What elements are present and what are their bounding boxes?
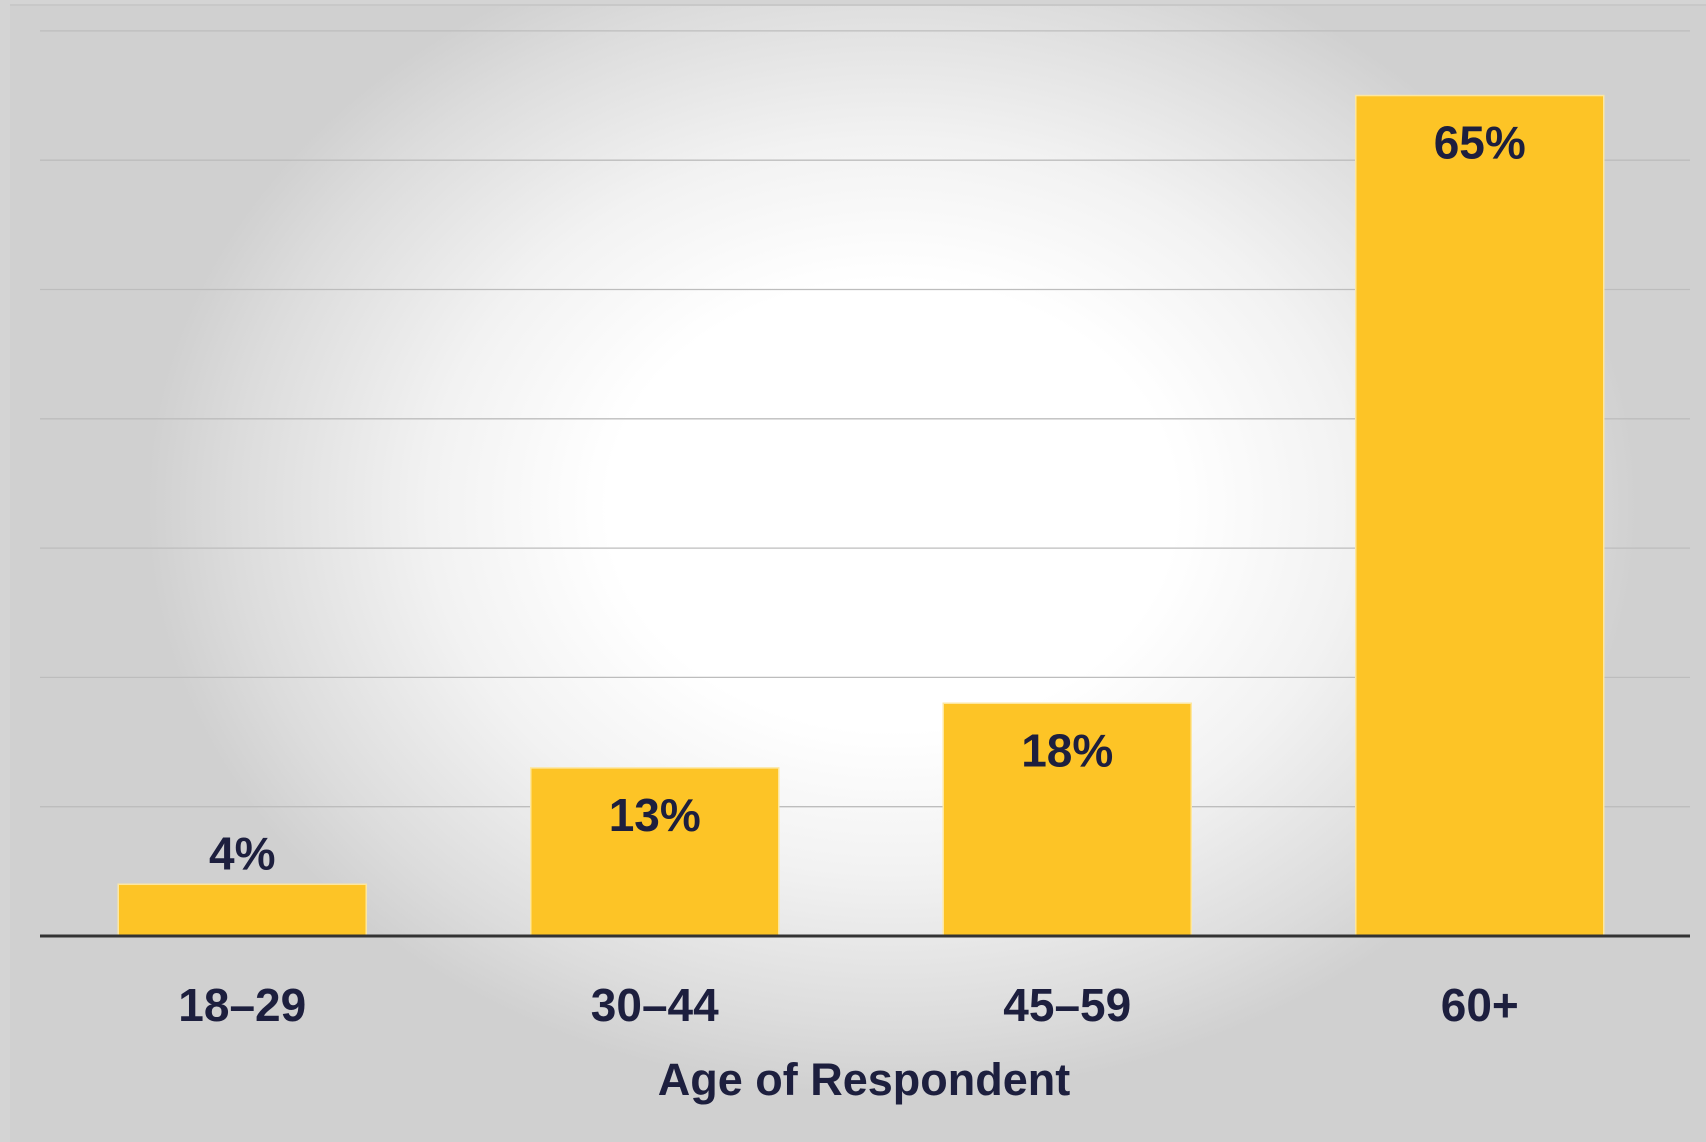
data-labels: 4% 13% 18% 65%	[209, 117, 1526, 880]
x-tick-label-1: 30–44	[591, 979, 719, 1031]
bar-2	[942, 702, 1192, 937]
data-label-2: 18%	[1021, 724, 1113, 776]
data-label-0: 4%	[209, 827, 275, 879]
x-tick-labels: 18–29 30–44 45–59 60+	[178, 979, 1518, 1031]
x-tick-label-3: 60+	[1441, 979, 1519, 1031]
bar-3	[1355, 94, 1605, 937]
bars	[117, 94, 1605, 937]
data-label-1: 13%	[609, 789, 701, 841]
x-tick-label-0: 18–29	[178, 979, 306, 1031]
bar-0	[117, 883, 367, 937]
bar-1	[530, 767, 780, 937]
data-label-3: 65%	[1434, 117, 1526, 169]
x-tick-label-2: 45–59	[1003, 979, 1131, 1031]
x-axis-title: Age of Respondent	[658, 1054, 1071, 1105]
